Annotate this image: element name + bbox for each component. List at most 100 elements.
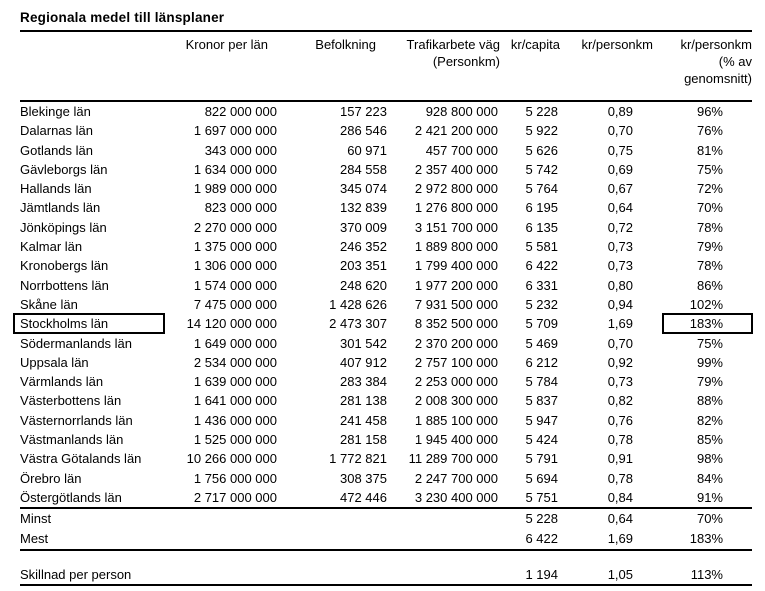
county-name-cell: Stockholms län xyxy=(13,313,165,334)
table-row: Stockholms län 14 120 000 000 2 473 307 8 3… xyxy=(13,313,753,334)
cell-befolkning xyxy=(277,564,387,587)
table-header: Kronor per län Befolkning Trafikarbete v… xyxy=(20,32,752,102)
table-row: Kalmar län 1 375 000 000 246 352 1 889 800 … xyxy=(20,237,752,256)
cell-pct: 75% xyxy=(696,161,723,177)
cell-kronor: 343 000 000 xyxy=(204,142,277,158)
cell-kr-capita: 5 424 xyxy=(525,432,558,448)
cell-kr-personkm: 0,73 xyxy=(607,374,633,390)
cell-kr-capita: 5 228 xyxy=(525,104,558,119)
cell-trafikarbete: 1 977 200 000 xyxy=(414,277,498,293)
cell-kronor: 7 475 000 000 xyxy=(193,296,277,312)
column-header-befolkning: Befolkning xyxy=(277,32,387,102)
cell-pct: 88% xyxy=(696,393,723,409)
table-row: Skåne län 7 475 000 000 1 428 626 7 931 500… xyxy=(20,295,752,314)
cell-kr-capita: 5 232 xyxy=(525,296,558,312)
cell-befolkning: 157 223 xyxy=(340,104,387,119)
cell-pct: 82% xyxy=(696,412,723,428)
cell-befolkning: 246 352 xyxy=(340,239,387,255)
column-header-kr-capita: kr/capita xyxy=(500,32,560,102)
cell-befolkning: 241 458 xyxy=(340,412,387,428)
cell-trafikarbete: 2 253 000 000 xyxy=(414,374,498,390)
cell-befolkning: 286 546 xyxy=(340,123,387,139)
cell-pct: 183% xyxy=(653,313,753,334)
county-name-cell: Minst xyxy=(20,511,52,527)
cell-kr-capita: 6 135 xyxy=(525,219,558,235)
county-name-cell: Blekinge län xyxy=(20,104,91,119)
table-row: Västernorrlands län 1 436 000 000 241 458 1… xyxy=(20,411,752,430)
county-name-cell: Gotlands län xyxy=(20,142,93,158)
county-name-cell: Västernorrlands län xyxy=(20,412,133,428)
cell-kronor: 1 649 000 000 xyxy=(193,335,277,351)
county-name-cell: Västra Götalands län xyxy=(20,451,142,467)
cell-kr-personkm: 0,91 xyxy=(607,451,633,467)
cell-kronor xyxy=(162,529,277,550)
county-name-cell: Dalarnas län xyxy=(20,123,93,139)
cell-kronor: 1 697 000 000 xyxy=(193,123,277,139)
spacer-row xyxy=(20,550,752,565)
table-row: Jönköpings län 2 270 000 000 370 009 3 151 … xyxy=(20,218,752,237)
cell-kr-personkm: 0,75 xyxy=(607,142,633,158)
header-label: kr/capita xyxy=(510,37,560,52)
cell-pct: 72% xyxy=(696,181,723,197)
column-header-trafikarbete: Trafikarbete väg (Personkm) xyxy=(387,32,500,102)
county-name-cell: Västmanlands län xyxy=(20,432,124,448)
cell-befolkning: 345 074 xyxy=(340,181,387,197)
cell-kr-capita: 5 837 xyxy=(525,393,558,409)
cell-trafikarbete: 3 151 700 000 xyxy=(414,219,498,235)
cell-trafikarbete: 11 289 700 000 xyxy=(408,451,498,467)
table-row: Gotlands län 343 000 000 60 971 457 700 000… xyxy=(20,141,752,160)
cell-pct: 113% xyxy=(653,564,752,587)
table-row: Jämtlands län 823 000 000 132 839 1 276 800… xyxy=(20,198,752,217)
cell-befolkning: 132 839 xyxy=(340,200,387,216)
cell-befolkning: 1 428 626 xyxy=(329,296,387,312)
table-row: Norrbottens län 1 574 000 000 248 620 1 977… xyxy=(20,276,752,295)
cell-kr-personkm: 0,92 xyxy=(607,354,633,370)
cell-kr-personkm: 0,78 xyxy=(607,470,633,486)
cell-trafikarbete: 2 008 300 000 xyxy=(414,393,498,409)
cell-kronor: 1 436 000 000 xyxy=(193,412,277,428)
cell-kr-personkm: 0,72 xyxy=(607,219,633,235)
cell-befolkning: 301 542 xyxy=(340,335,387,351)
cell-kronor: 823 000 000 xyxy=(204,200,277,216)
county-rows: Blekinge län 822 000 000 157 223 928 800 00… xyxy=(13,101,753,509)
table-row: Dalarnas län 1 697 000 000 286 546 2 421 20… xyxy=(20,121,752,140)
cell-befolkning: 203 351 xyxy=(340,258,387,274)
cell-trafikarbete: 1 889 800 000 xyxy=(414,239,498,255)
county-name-cell: Östergötlands län xyxy=(20,489,122,505)
cell-kronor: 2 270 000 000 xyxy=(193,219,277,235)
cell-befolkning: 370 009 xyxy=(340,219,387,235)
cell-trafikarbete: 2 972 800 000 xyxy=(414,181,498,197)
cell-pct: 183% xyxy=(689,531,723,547)
cell-kr-personkm: 0,82 xyxy=(607,393,633,409)
cell-kr-capita: 5 751 xyxy=(525,489,558,505)
header-label: Befolkning xyxy=(315,37,376,52)
cell-kronor xyxy=(162,508,277,529)
cell-kr-capita: 6 422 xyxy=(525,258,558,274)
cell-befolkning: 472 446 xyxy=(340,489,387,505)
header-label: Trafikarbete väg xyxy=(406,37,500,52)
table-row: Värmlands län 1 639 000 000 283 384 2 253 0… xyxy=(20,372,752,391)
cell-befolkning xyxy=(277,508,387,529)
cell-trafikarbete xyxy=(387,564,500,587)
cell-pct: 70% xyxy=(696,511,723,527)
cell-kr-personkm: 0,67 xyxy=(607,181,633,197)
table-row: Västmanlands län 1 525 000 000 281 158 1 94… xyxy=(20,430,752,449)
cell-kronor: 1 641 000 000 xyxy=(193,393,277,409)
table-row: Södermanlands län 1 649 000 000 301 542 2 3… xyxy=(20,334,752,353)
header-label: kr/personkm xyxy=(581,37,653,52)
cell-befolkning: 283 384 xyxy=(340,374,387,390)
cell-kr-personkm: 1,05 xyxy=(560,564,653,587)
cell-trafikarbete: 2 370 200 000 xyxy=(414,335,498,351)
cell-kronor: 2 717 000 000 xyxy=(193,489,277,505)
cell-kr-capita: 5 922 xyxy=(525,123,558,139)
cell-kr-capita: 5 784 xyxy=(525,374,558,390)
cell-befolkning: 284 558 xyxy=(340,161,387,177)
cell-kr-capita: 5 791 xyxy=(525,451,558,467)
cell-kr-personkm: 1,69 xyxy=(607,316,633,332)
county-name-cell: Gävleborgs län xyxy=(20,161,108,177)
cell-kr-capita: 6 422 xyxy=(525,531,558,547)
county-name-cell: Kalmar län xyxy=(20,239,83,255)
cell-befolkning: 308 375 xyxy=(340,470,387,486)
cell-kr-capita: 6 331 xyxy=(525,277,558,293)
county-name-cell: Skillnad per person xyxy=(20,564,162,587)
